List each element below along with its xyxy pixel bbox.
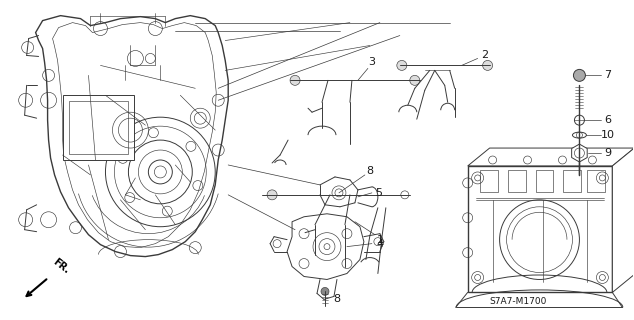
Text: 8: 8 (333, 294, 340, 304)
Text: 4: 4 (377, 239, 384, 249)
Circle shape (573, 69, 585, 81)
Text: 10: 10 (600, 130, 614, 140)
Text: 6: 6 (604, 115, 611, 125)
FancyBboxPatch shape (564, 170, 581, 192)
Text: FR.: FR. (51, 257, 71, 276)
Text: 9: 9 (604, 148, 611, 158)
Circle shape (267, 190, 277, 200)
Polygon shape (468, 148, 634, 166)
Text: 8: 8 (366, 166, 373, 176)
Circle shape (410, 76, 420, 85)
FancyBboxPatch shape (508, 170, 526, 192)
FancyBboxPatch shape (536, 170, 553, 192)
Text: 3: 3 (368, 57, 375, 68)
Polygon shape (572, 144, 587, 162)
Text: 7: 7 (604, 70, 611, 80)
Circle shape (397, 60, 407, 70)
Polygon shape (612, 148, 634, 292)
Text: 1: 1 (377, 235, 384, 245)
Circle shape (321, 287, 329, 295)
FancyBboxPatch shape (480, 170, 498, 192)
Text: 2: 2 (481, 51, 488, 60)
FancyBboxPatch shape (588, 170, 605, 192)
Text: S7A7-M1700: S7A7-M1700 (489, 297, 547, 306)
Text: 5: 5 (375, 188, 382, 198)
Polygon shape (287, 214, 364, 279)
Circle shape (482, 60, 493, 70)
Polygon shape (36, 16, 228, 257)
Polygon shape (468, 166, 612, 292)
Circle shape (290, 76, 300, 85)
FancyBboxPatch shape (63, 95, 134, 160)
FancyBboxPatch shape (68, 101, 129, 154)
